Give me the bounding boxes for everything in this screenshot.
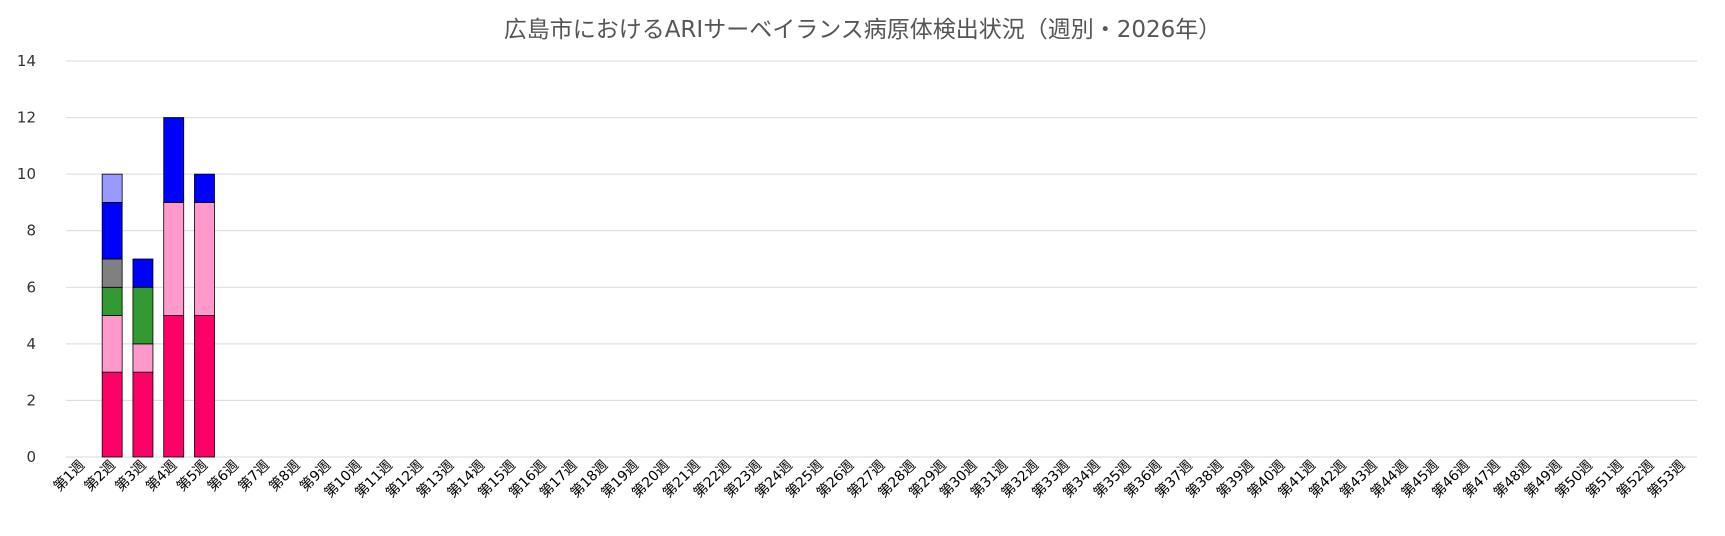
bar-segment	[163, 315, 185, 458]
bar-segment	[194, 173, 215, 203]
y-tick-label: 10	[17, 165, 36, 183]
bar-segment	[132, 286, 154, 345]
chart-title: 広島市におけるARIサーベイランス病原体検出状況（週別・2026年）	[503, 17, 1222, 43]
y-tick-label: 8	[26, 222, 36, 240]
x-tick-label: 第4週	[142, 457, 180, 495]
bar-segment	[101, 371, 123, 458]
x-axis-ticks: 第1週第2週第3週第4週第5週第6週第7週第8週第9週第10週第11週第12週第…	[50, 457, 1688, 501]
bar-segment	[101, 202, 123, 260]
x-tick-label: 第1週	[50, 457, 88, 495]
y-tick-label: 12	[17, 109, 36, 127]
x-tick-label: 第2週	[81, 457, 119, 495]
y-tick-label: 0	[26, 448, 36, 466]
x-tick-label: 第7週	[235, 457, 273, 495]
bar-segment	[132, 258, 154, 288]
y-tick-label: 6	[26, 278, 36, 296]
x-tick-label: 第6週	[204, 457, 242, 495]
bar-segment	[194, 202, 215, 316]
bar-layer	[101, 117, 215, 458]
bar-segment	[132, 371, 154, 458]
x-tick-label: 第5週	[173, 457, 211, 495]
bar-segment	[101, 258, 123, 288]
y-axis-ticks: 0 2 4 6 8 10 12 14	[17, 52, 36, 466]
x-tick-label: 第8週	[266, 457, 304, 495]
y-tick-label: 14	[17, 52, 36, 70]
bar-segment	[101, 286, 123, 316]
bar-segment	[163, 117, 185, 203]
bar-segment	[101, 173, 123, 203]
y-tick-label: 2	[26, 391, 36, 409]
bar-segment	[163, 202, 185, 316]
x-tick-label: 第3週	[112, 457, 150, 495]
bar-segment	[132, 343, 154, 373]
grid-layer	[66, 60, 1697, 458]
y-tick-label: 4	[26, 335, 36, 353]
bar-segment	[194, 315, 215, 458]
bar-segment	[101, 315, 123, 373]
